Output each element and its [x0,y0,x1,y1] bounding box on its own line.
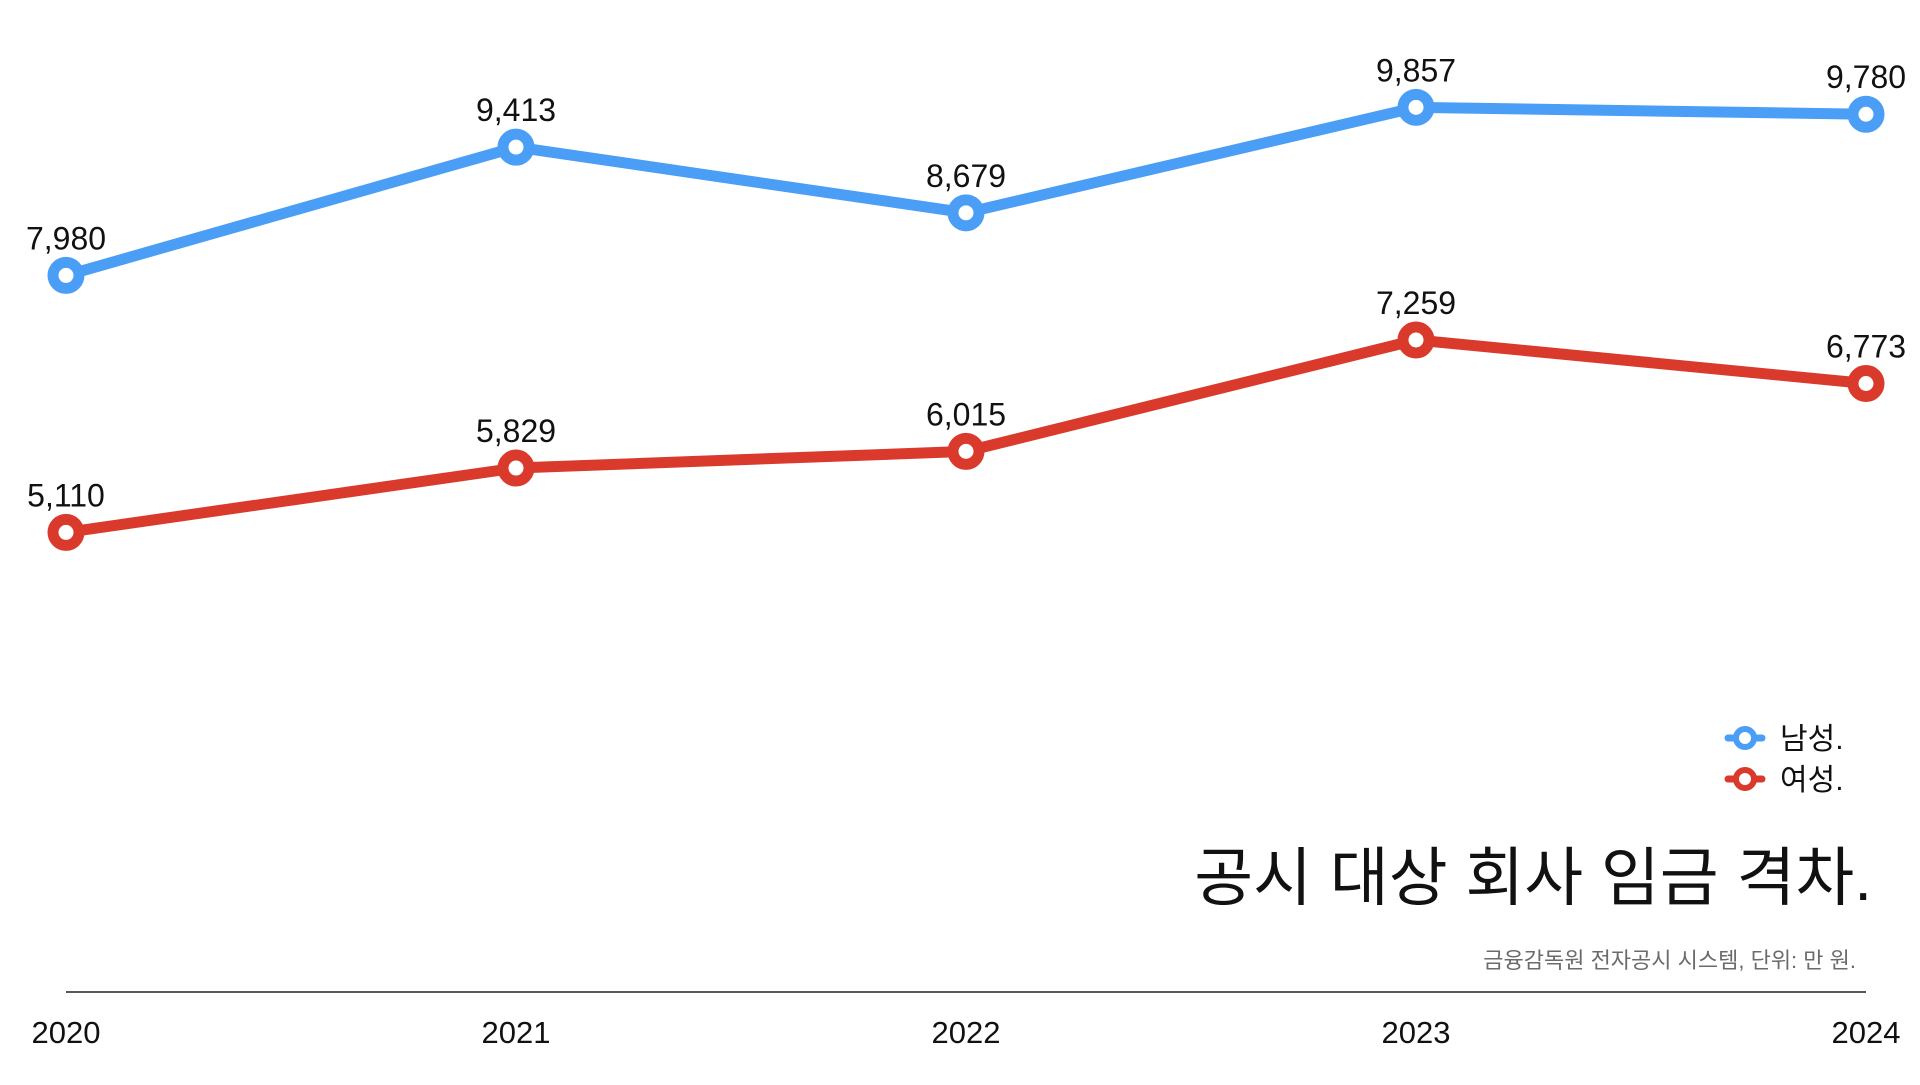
data-point [947,194,985,232]
data-label: 6,015 [926,396,1006,432]
data-point [497,128,535,166]
data-point [47,513,85,551]
data-point [47,256,85,294]
chart-title: 공시 대상 회사 임금 격차. [1194,842,1872,914]
data-label: 9,857 [1376,52,1456,88]
data-label: 8,679 [926,158,1006,194]
legend-item: 남성. [1724,723,1844,756]
x-tick-label: 2023 [1382,1015,1451,1050]
legend-label: 남성. [1780,723,1844,756]
data-point [1397,321,1435,359]
x-tick-label: 2020 [32,1015,101,1050]
data-label: 5,110 [27,477,105,513]
legend-swatch-marker [1733,726,1757,750]
data-label-layer: 7,980 9,413 8,679 9,857 9,780 5,110 5,829 6,015… [26,52,1906,513]
data-label: 5,829 [476,413,556,449]
data-point [1847,365,1885,403]
data-point [1397,88,1435,126]
x-tick-label: 2024 [1832,1015,1901,1050]
x-axis-ticks: 2020 2021 2022 2023 2024 [32,1015,1901,1050]
legend-item: 여성. [1724,764,1844,797]
series-1 [47,88,1885,294]
data-label: 7,980 [26,220,106,256]
legend: 남성. 여성. [1724,723,1844,797]
legend-label: 여성. [1780,764,1844,797]
series-layer [47,88,1885,551]
x-tick-label: 2022 [932,1015,1001,1050]
data-label: 9,413 [476,92,556,128]
x-tick-label: 2021 [482,1015,551,1050]
legend-swatch-marker [1733,767,1757,791]
series-2 [47,321,1885,551]
data-label: 9,780 [1826,59,1906,95]
data-label: 7,259 [1376,285,1456,321]
chart-source: 금융감독원 전자공시 시스템, 단위: 만 원. [1483,948,1856,973]
data-point [1847,95,1885,133]
data-point [497,449,535,487]
data-label: 6,773 [1826,329,1906,365]
data-point [947,432,985,470]
